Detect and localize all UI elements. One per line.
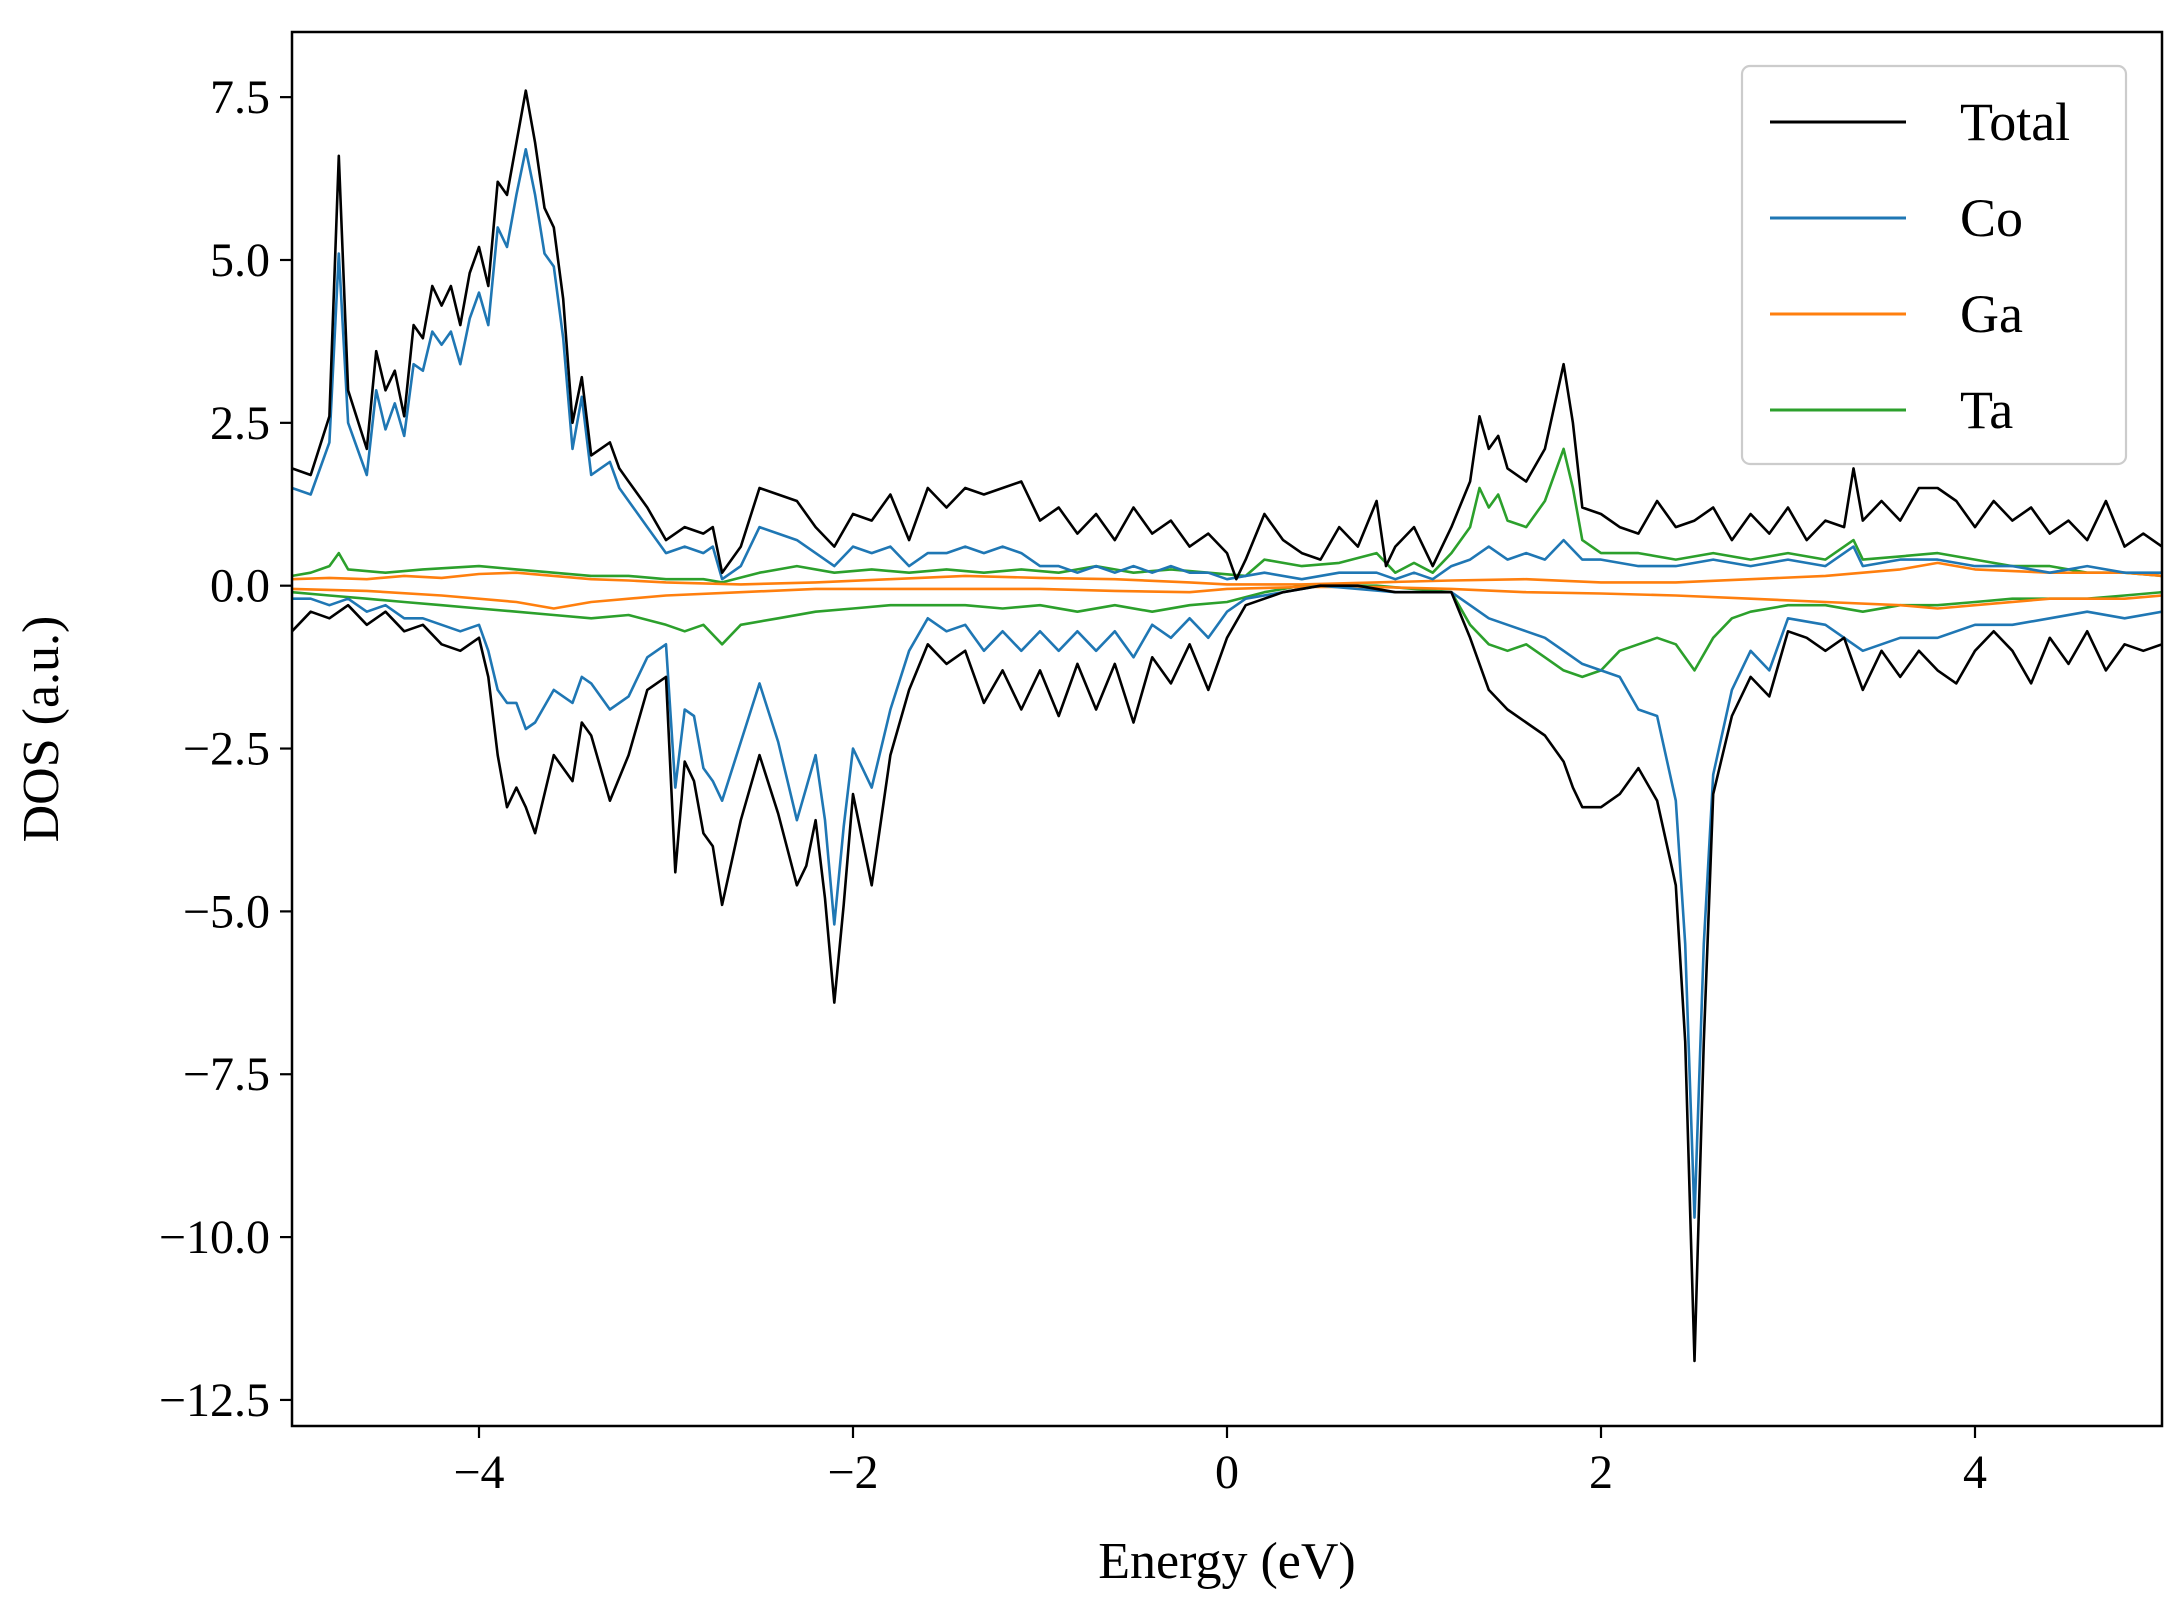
series-line-total-spin-down bbox=[292, 584, 2162, 1363]
x-tick-label: 0 bbox=[1215, 1446, 1239, 1499]
plot-lines bbox=[292, 89, 2162, 1363]
y-tick-label: −5.0 bbox=[183, 885, 270, 938]
series-line-ga-spin-up bbox=[292, 561, 2162, 586]
y-tick-label: −7.5 bbox=[183, 1048, 270, 1101]
legend-item-ta: Ta bbox=[1770, 380, 2013, 440]
series-line-co-spin-down bbox=[292, 584, 2162, 1219]
legend-label: Total bbox=[1960, 92, 2070, 152]
y-tick-label: −12.5 bbox=[159, 1374, 270, 1427]
y-axis-ticks: 7.5 5.0 2.5 0.0 −2.5 −5.0 −7.5 −10.0 −12.5 bbox=[159, 71, 292, 1427]
legend-item-ga: Ga bbox=[1770, 284, 2023, 344]
y-tick-label: 7.5 bbox=[210, 71, 270, 124]
y-tick-label: −10.0 bbox=[159, 1211, 270, 1264]
series-line-ga-spin-down bbox=[292, 585, 2162, 610]
legend-label: Co bbox=[1960, 188, 2023, 248]
y-axis-label: DOS (a.u.) bbox=[13, 616, 70, 843]
x-tick-label: −4 bbox=[453, 1446, 504, 1499]
series-line-ta-spin-up bbox=[292, 447, 2162, 584]
x-axis-label: Energy (eV) bbox=[1098, 1533, 1356, 1590]
y-tick-label: −2.5 bbox=[183, 723, 270, 776]
series-line-co-spin-up bbox=[292, 148, 2162, 581]
y-tick-label: 2.5 bbox=[210, 397, 270, 450]
x-tick-label: 4 bbox=[1963, 1446, 1987, 1499]
series-line-total-spin-up bbox=[292, 89, 2162, 581]
legend: Total Co Ga Ta bbox=[1740, 64, 2128, 466]
legend-item-co: Co bbox=[1770, 188, 2023, 248]
y-tick-label: 5.0 bbox=[210, 234, 270, 287]
legend-label: Ta bbox=[1960, 380, 2013, 440]
y-tick-label: 0.0 bbox=[210, 560, 270, 613]
legend-item-total: Total bbox=[1770, 92, 2070, 152]
x-tick-label: 2 bbox=[1589, 1446, 1613, 1499]
x-axis-ticks: −4 −2 0 2 4 bbox=[453, 1426, 1987, 1499]
x-tick-label: −2 bbox=[827, 1446, 878, 1499]
legend-label: Ga bbox=[1960, 284, 2023, 344]
legend-frame bbox=[1740, 64, 2128, 466]
